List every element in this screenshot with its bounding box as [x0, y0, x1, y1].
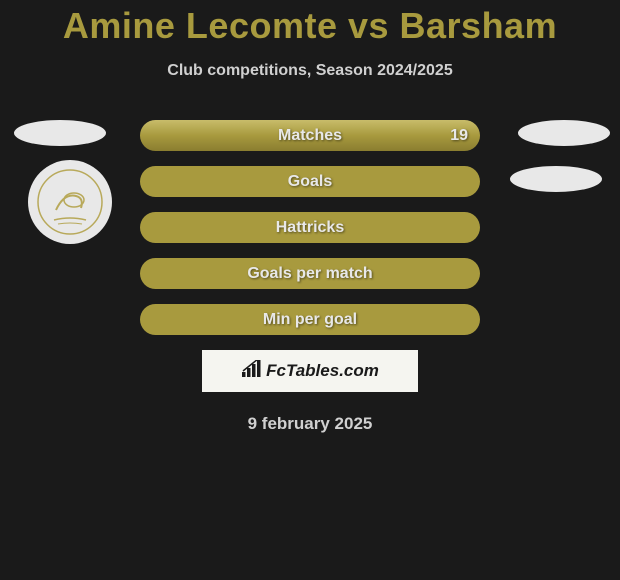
date-label: 9 february 2025: [0, 414, 620, 434]
stat-bar-mpg: Min per goal: [140, 304, 480, 335]
stat-row-gpm: Goals per match: [0, 258, 620, 289]
header: Amine Lecomte vs Barsham Club competitio…: [0, 0, 620, 80]
stat-label-gpm: Goals per match: [247, 265, 372, 283]
chart-icon: [241, 360, 263, 383]
stat-row-matches: Matches 19: [0, 120, 620, 151]
stat-row-hattricks: Hattricks: [0, 212, 620, 243]
fctables-branding[interactable]: FcTables.com: [202, 350, 418, 392]
page-title: Amine Lecomte vs Barsham: [0, 5, 620, 47]
stat-bar-matches: Matches 19: [140, 120, 480, 151]
stat-label-matches: Matches: [278, 127, 342, 145]
stat-label-goals: Goals: [288, 173, 332, 191]
stat-bar-goals: Goals: [140, 166, 480, 197]
stat-label-mpg: Min per goal: [263, 311, 357, 329]
fctables-label: FcTables.com: [266, 361, 379, 381]
stat-label-hattricks: Hattricks: [276, 219, 344, 237]
page-subtitle: Club competitions, Season 2024/2025: [0, 62, 620, 80]
stat-bar-gpm: Goals per match: [140, 258, 480, 289]
stat-row-mpg: Min per goal: [0, 304, 620, 335]
stat-value-matches: 19: [450, 127, 468, 145]
stat-row-goals: Goals: [0, 166, 620, 197]
stats-container: Matches 19 Goals Hattricks Goals per mat…: [0, 120, 620, 335]
stat-bar-hattricks: Hattricks: [140, 212, 480, 243]
